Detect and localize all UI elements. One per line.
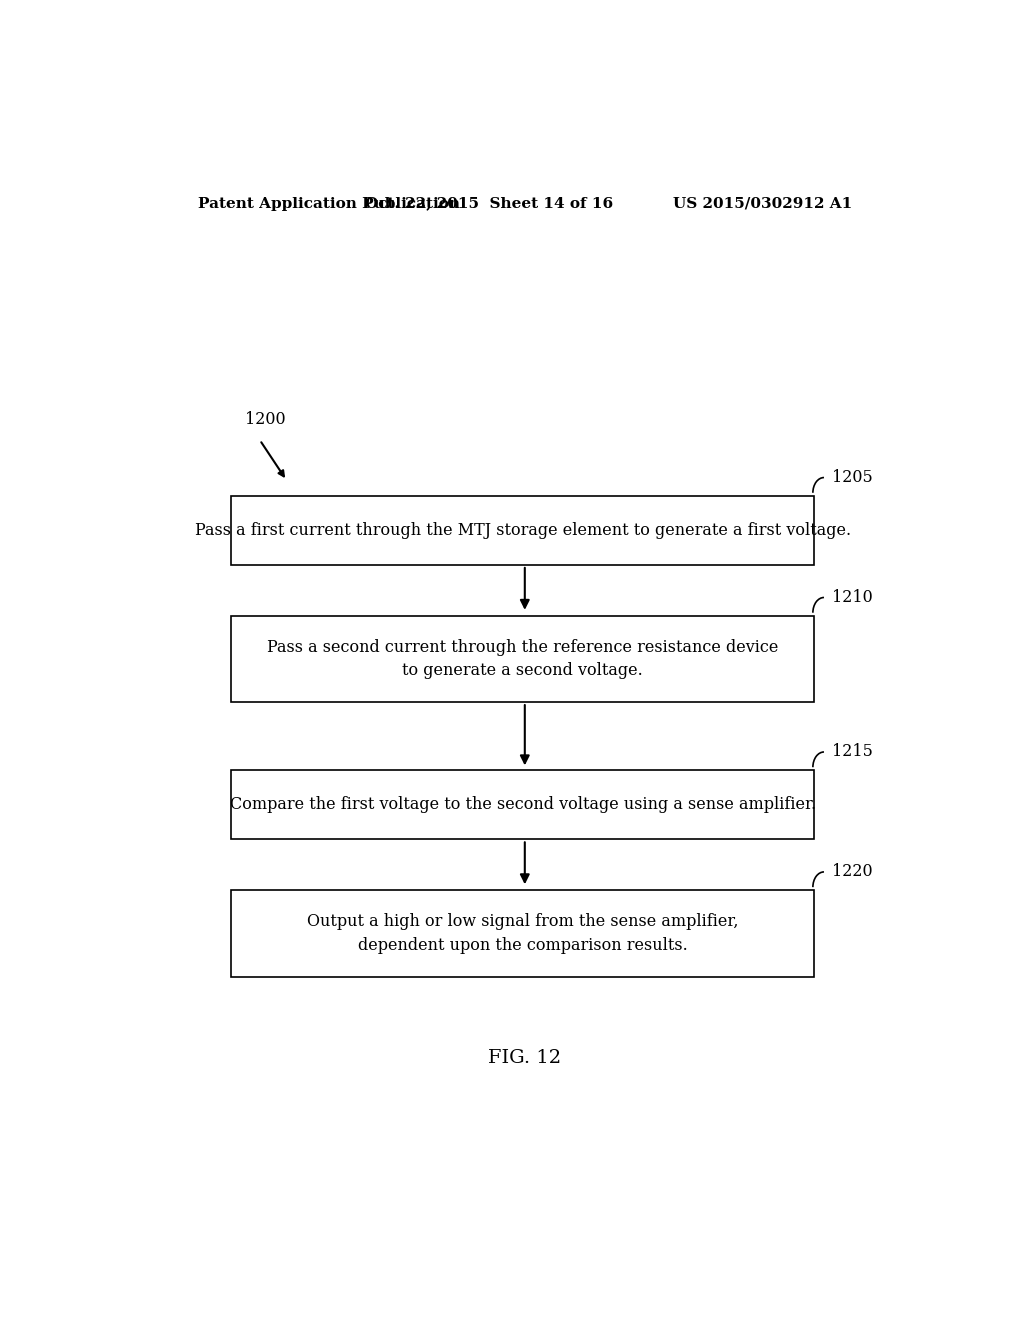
Text: 1205: 1205 [831,469,872,486]
Text: Pass a second current through the reference resistance device
to generate a seco: Pass a second current through the refere… [267,639,778,680]
Text: 1215: 1215 [831,743,872,760]
Bar [231,615,814,702]
Text: Pass a first current through the MTJ storage element to generate a first voltage: Pass a first current through the MTJ sto… [195,521,851,539]
Text: 1200: 1200 [246,411,286,428]
Text: 1220: 1220 [831,863,872,880]
Text: Output a high or low signal from the sense amplifier,
dependent upon the compari: Output a high or low signal from the sen… [307,913,738,953]
Bar [231,496,814,565]
Text: Oct. 22, 2015  Sheet 14 of 16: Oct. 22, 2015 Sheet 14 of 16 [365,197,613,211]
Text: Compare the first voltage to the second voltage using a sense amplifier.: Compare the first voltage to the second … [229,796,816,813]
Bar [231,771,814,840]
Bar [231,890,814,977]
Text: Patent Application Publication: Patent Application Publication [198,197,460,211]
Text: 1210: 1210 [831,589,872,606]
Text: FIG. 12: FIG. 12 [488,1049,561,1067]
Text: US 2015/0302912 A1: US 2015/0302912 A1 [673,197,852,211]
